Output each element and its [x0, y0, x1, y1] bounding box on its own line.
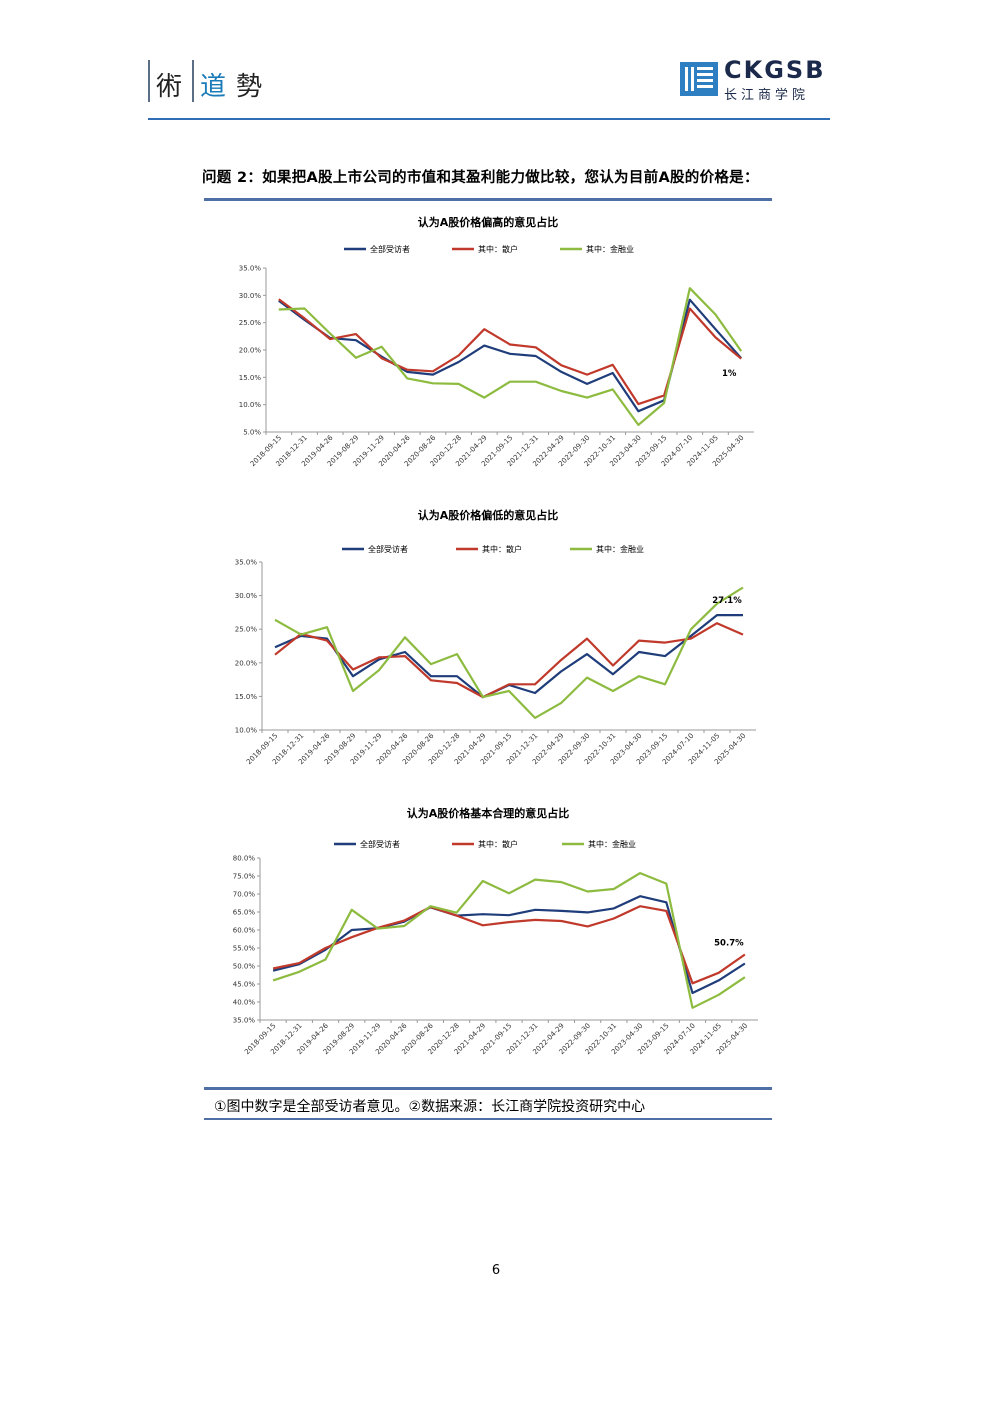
brand-char-2: 道 — [200, 72, 227, 102]
series-line — [278, 298, 743, 413]
series-line — [272, 905, 746, 985]
series-line — [272, 895, 746, 995]
y-tick-label: 35.0% — [233, 1017, 256, 1025]
y-tick-label: 35.0% — [239, 265, 262, 273]
chart-title: 认为A股价格偏低的意见占比 — [418, 508, 559, 522]
question-rule — [204, 198, 772, 201]
legend-label: 全部受访者 — [370, 244, 410, 254]
header-rule — [148, 118, 830, 120]
data-label: 50.7% — [714, 938, 744, 948]
y-tick-label: 70.0% — [233, 891, 256, 899]
legend-label: 其中：金融业 — [596, 544, 644, 554]
divider — [192, 60, 195, 102]
y-tick-label: 5.0% — [243, 429, 261, 437]
legend-label: 其中：散户 — [478, 244, 518, 254]
brand-char-1: 術 — [156, 72, 183, 102]
y-tick-label: 30.0% — [235, 592, 258, 600]
legend-label: 其中：金融业 — [588, 839, 636, 849]
series-line — [274, 622, 744, 699]
divider — [148, 60, 150, 102]
y-tick-label: 35.0% — [235, 559, 258, 567]
legend-label: 全部受访者 — [360, 839, 400, 849]
brand-char-3: 勢 — [236, 72, 263, 102]
y-tick-label: 15.0% — [239, 374, 262, 382]
series-line — [272, 871, 746, 1009]
y-tick-label: 10.0% — [235, 727, 258, 735]
logo-mark-icon — [680, 62, 718, 96]
series-line — [278, 287, 743, 426]
series-line — [278, 298, 742, 406]
y-tick-label: 15.0% — [235, 693, 258, 701]
ckgsb-logo: CKGSB 长江商学院 — [680, 56, 830, 103]
series-line — [274, 586, 744, 719]
y-tick-label: 50.0% — [233, 963, 256, 971]
y-tick-label: 55.0% — [233, 945, 256, 953]
y-tick-label: 25.0% — [235, 626, 258, 634]
legend-label: 全部受访者 — [368, 544, 408, 554]
brand-header: 術 道 勢 — [148, 58, 272, 102]
y-tick-label: 65.0% — [233, 909, 256, 917]
question-text: 问题 2：如果把A股上市公司的市值和其盈利能力做比较，您认为目前A股的价格是： — [202, 170, 759, 186]
y-tick-label: 20.0% — [235, 659, 258, 667]
y-tick-label: 60.0% — [233, 927, 256, 935]
y-tick-label: 30.0% — [239, 292, 262, 300]
y-tick-label: 10.0% — [239, 401, 262, 409]
chart-title: 认为A股价格偏高的意见占比 — [418, 215, 559, 229]
y-tick-label: 40.0% — [233, 999, 256, 1007]
y-tick-label: 80.0% — [233, 855, 256, 863]
data-label: 27.1% — [712, 596, 742, 606]
y-tick-label: 45.0% — [233, 981, 256, 989]
legend-label: 其中：散户 — [478, 839, 518, 849]
source-note: ①图中数字是全部受访者意见。②数据来源：长江商学院投资研究中心 — [214, 1099, 646, 1115]
note-bottom-rule — [204, 1118, 772, 1120]
legend-label: 其中：金融业 — [586, 244, 634, 254]
logo-text: CKGSB — [724, 56, 826, 84]
y-tick-label: 20.0% — [239, 347, 262, 355]
logo-subtext: 长江商学院 — [724, 88, 810, 103]
note-top-rule — [204, 1087, 772, 1090]
chart-title: 认为A股价格基本合理的意见占比 — [407, 806, 570, 820]
data-label: 1% — [722, 369, 737, 379]
legend-label: 其中：散户 — [482, 544, 522, 554]
y-tick-label: 25.0% — [239, 319, 262, 327]
page-number: 6 — [491, 1263, 501, 1278]
y-tick-label: 75.0% — [233, 873, 256, 881]
